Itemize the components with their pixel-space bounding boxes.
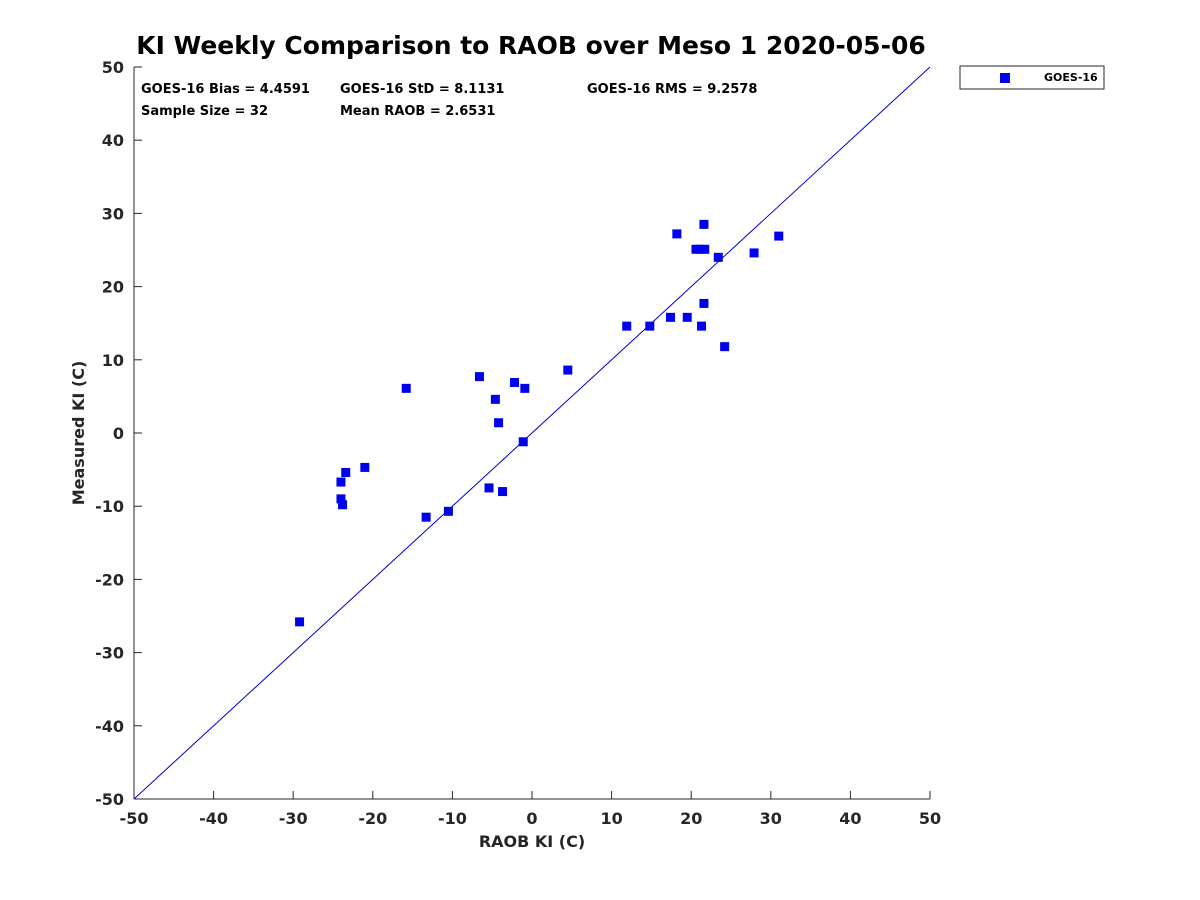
data-point [520, 383, 530, 393]
y-tick-label: 40 [102, 131, 124, 150]
x-tick-label: 20 [680, 809, 702, 828]
data-point [699, 298, 709, 308]
y-tick-label: 0 [113, 424, 124, 443]
y-tick-label: 10 [102, 351, 124, 370]
data-point [443, 506, 453, 516]
data-point [645, 321, 655, 331]
y-tick-label: -40 [95, 717, 124, 736]
data-point [360, 462, 370, 472]
data-point [509, 377, 519, 387]
data-point [682, 312, 692, 322]
data-point [697, 321, 707, 331]
data-point [622, 321, 632, 331]
data-point [494, 418, 504, 428]
data-point [700, 244, 710, 254]
data-point [563, 365, 573, 375]
legend-box [959, 65, 1105, 90]
plot-area: -50 -40 -30 -20 -10 0 10 20 30 40 50 -50-40-30-20-… [95, 58, 941, 828]
y-tick-label: -10 [95, 497, 124, 516]
data-point [699, 219, 709, 229]
x-tick-label: -30 [279, 809, 308, 828]
x-tick-label: -50 [120, 809, 149, 828]
data-point [336, 477, 346, 487]
data-point [484, 483, 494, 493]
y-tick-label: -20 [95, 570, 124, 589]
y-axis-label: Measured KI (C) [69, 361, 88, 506]
x-tick-label: 30 [760, 809, 782, 828]
data-point [666, 312, 676, 322]
x-tick-label: 50 [919, 809, 941, 828]
data-point [401, 383, 411, 393]
y-axis-ticks: -50 -40 -30 -20 -10 0 10 20 30 40 50 [95, 58, 142, 809]
x-tick-label: -40 [199, 809, 228, 828]
x-axis-ticks: -50 -40 -30 -20 -10 0 10 20 30 40 50 [120, 791, 941, 828]
data-point [774, 231, 784, 241]
data-point [713, 252, 723, 262]
data-point [695, 244, 705, 254]
data-point [498, 487, 508, 497]
legend-marker-goes16 [1000, 73, 1010, 83]
x-tick-label: -10 [438, 809, 467, 828]
y-tick-label: -50 [95, 790, 124, 809]
legend: GOES-16 [959, 65, 1105, 90]
x-axis-label: RAOB KI (C) [479, 832, 585, 851]
data-point [749, 248, 759, 258]
data-point [720, 342, 730, 352]
x-tick-label: 40 [839, 809, 861, 828]
rms-annotation: GOES-16 RMS = 9.2578 [587, 82, 757, 97]
legend-label-goes16: GOES-16 [1044, 71, 1098, 84]
y-tick-label: 30 [102, 204, 124, 223]
x-tick-label: 0 [526, 809, 537, 828]
mean-raob-annotation: Mean RAOB = 2.6531 [340, 104, 495, 119]
goes16-markers [295, 219, 784, 627]
y-tick-label: 20 [102, 278, 124, 297]
data-point [421, 512, 431, 522]
data-point [338, 500, 348, 510]
data-point [336, 494, 346, 504]
sample-size-annotation: Sample Size = 32 [141, 104, 268, 119]
x-tick-label: 10 [600, 809, 622, 828]
x-tick-label: -20 [358, 809, 387, 828]
data-point [474, 372, 484, 382]
bias-annotation: GOES-16 Bias = 4.4591 [141, 82, 310, 97]
y-tick-label: 50 [102, 58, 124, 77]
y-tick-label: -30 [95, 644, 124, 663]
data-point [295, 617, 305, 627]
chart-title: KI Weekly Comparison to RAOB over Meso 1… [136, 31, 925, 60]
data-point [490, 394, 500, 404]
std-annotation: GOES-16 StD = 8.1131 [340, 82, 504, 97]
data-point [341, 468, 351, 478]
data-point [518, 437, 528, 447]
stats-annotations: GOES-16 Bias = 4.4591 GOES-16 StD = 8.11… [141, 82, 757, 119]
one-to-one-reference-line [133, 66, 931, 800]
data-point [672, 229, 682, 239]
